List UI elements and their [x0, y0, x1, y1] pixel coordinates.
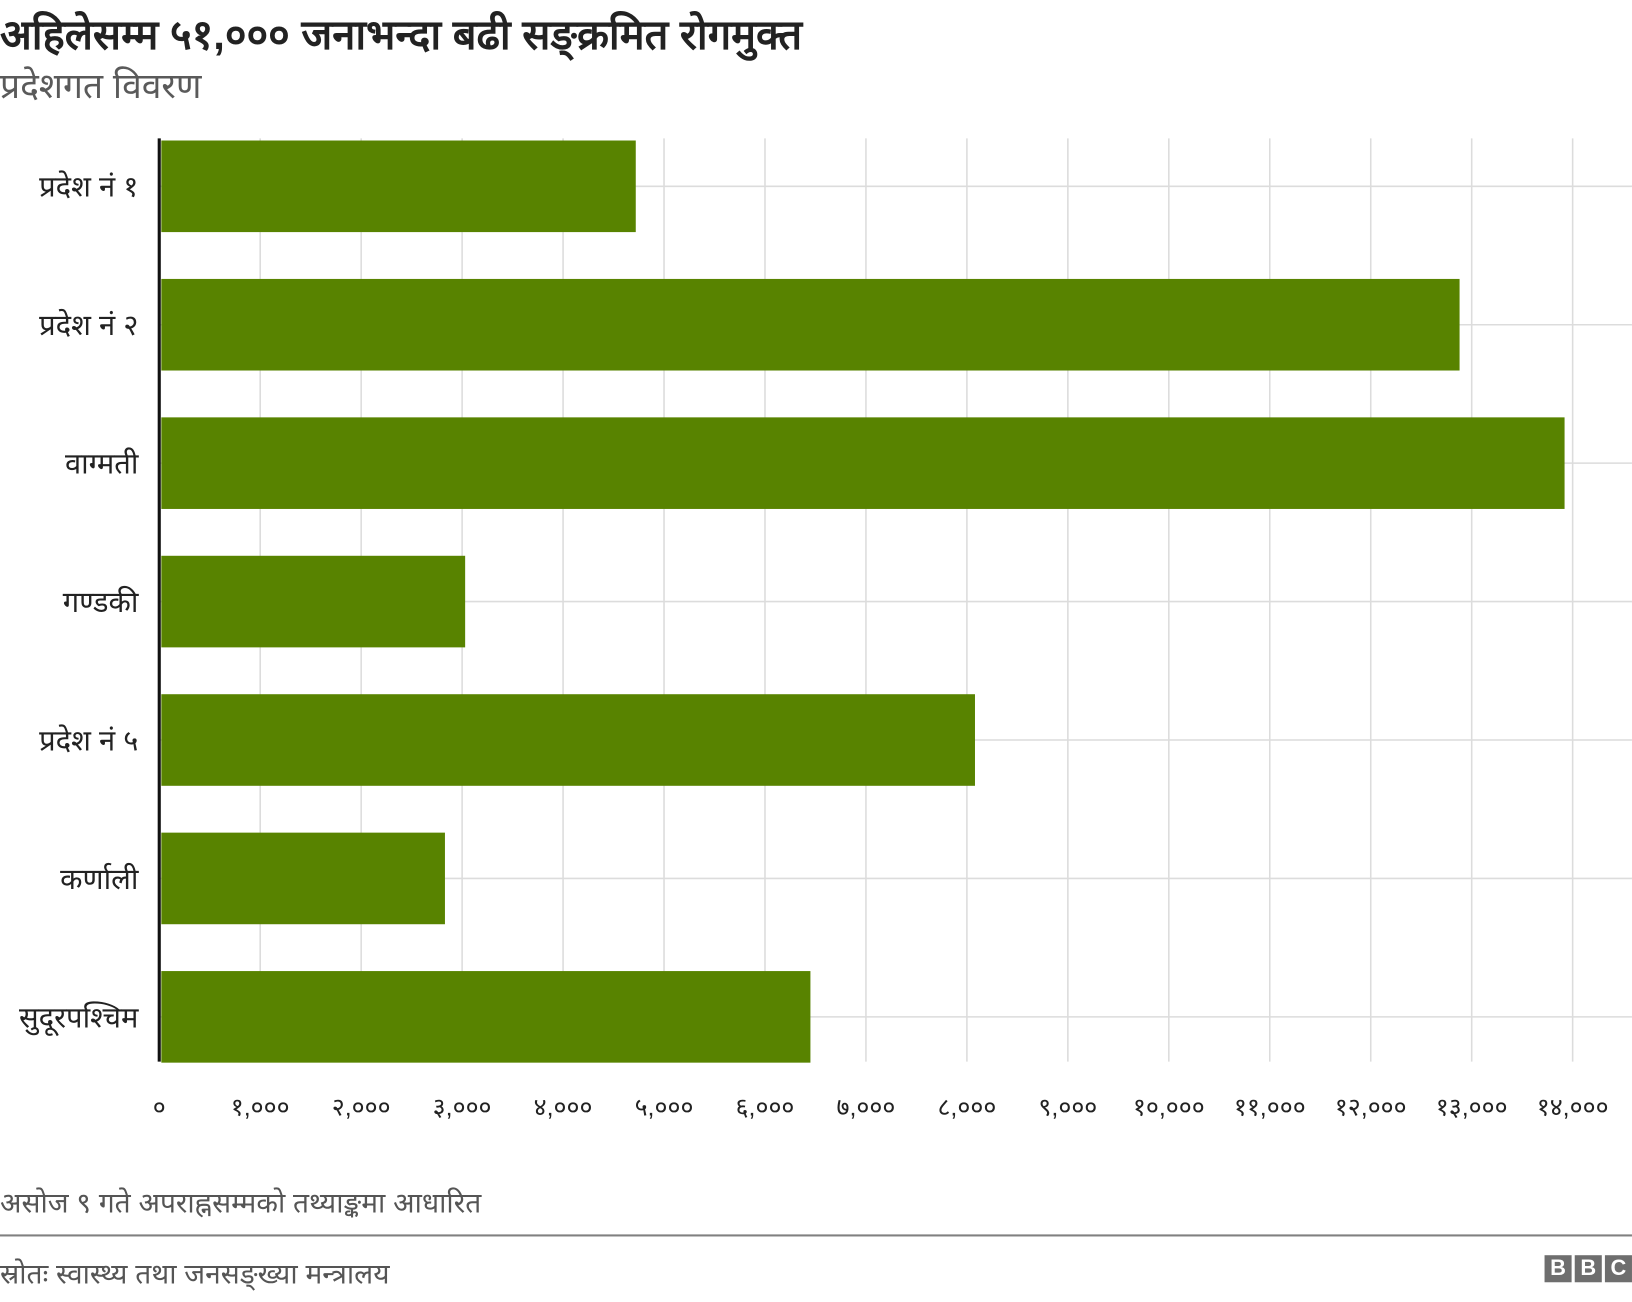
- bar: [161, 694, 975, 786]
- x-tick-label: २,०००: [332, 1094, 391, 1122]
- y-category-label: कर्णाली: [60, 862, 139, 896]
- chart-subtitle: प्रदेशगत विवरण: [0, 66, 202, 107]
- source-text: स्रोतः स्वास्थ्य तथा जनसङ्ख्या मन्त्रालय: [0, 1258, 390, 1290]
- bbc-logo: B B C: [1544, 1255, 1632, 1283]
- x-tick-label: ५,०००: [635, 1094, 694, 1122]
- divider: [0, 1234, 1632, 1237]
- x-tick-label: ६,०००: [736, 1094, 795, 1122]
- x-tick-label: ४,०००: [534, 1094, 593, 1122]
- chart-note: असोज ९ गते अपराह्नसम्मको तथ्याङ्कमा आधार…: [0, 1187, 482, 1219]
- x-tick-label: १२,०००: [1335, 1094, 1407, 1122]
- x-tick-label: ३,०००: [433, 1094, 492, 1122]
- y-category-label: गण्डकी: [63, 585, 139, 619]
- logo-letter: B: [1574, 1255, 1602, 1283]
- x-tick-label: ९,०००: [1038, 1094, 1097, 1122]
- bar: [161, 140, 636, 233]
- x-tick-label: १३,०००: [1436, 1094, 1508, 1122]
- x-tick-label: १,०००: [231, 1094, 290, 1122]
- y-category-label: सुदूरपश्चिम: [19, 1000, 139, 1036]
- x-tick-label: ११,०००: [1234, 1094, 1306, 1122]
- logo-letter: C: [1604, 1255, 1632, 1283]
- bar-chart: ० १,००० २,००० ३,००० ४,००० ५,००० ६,००० ७,००० ८,००…: [19, 138, 1632, 1122]
- x-tick-label: ८,०००: [937, 1094, 996, 1122]
- bar: [161, 555, 466, 648]
- logo-letter: B: [1544, 1255, 1572, 1283]
- bar: [161, 832, 445, 925]
- bar: [161, 971, 811, 1063]
- x-tick-label: ७,०००: [837, 1094, 896, 1122]
- chart-title: अहिलेसम्म ५१,००० जनाभन्दा बढी सङ्क्रमित …: [0, 12, 803, 59]
- y-category-label: वाग्मती: [65, 447, 139, 481]
- x-tick-label: ०: [153, 1094, 166, 1122]
- y-category-label: प्रदेश नं ५: [39, 723, 138, 757]
- y-category-label: प्रदेश नं २: [39, 308, 138, 342]
- y-category-label: प्रदेश नं १: [39, 170, 138, 204]
- bar: [161, 278, 1460, 371]
- x-tick-label: १४,०००: [1537, 1094, 1609, 1122]
- bar: [161, 417, 1565, 509]
- x-tick-label: १०,०००: [1133, 1094, 1205, 1122]
